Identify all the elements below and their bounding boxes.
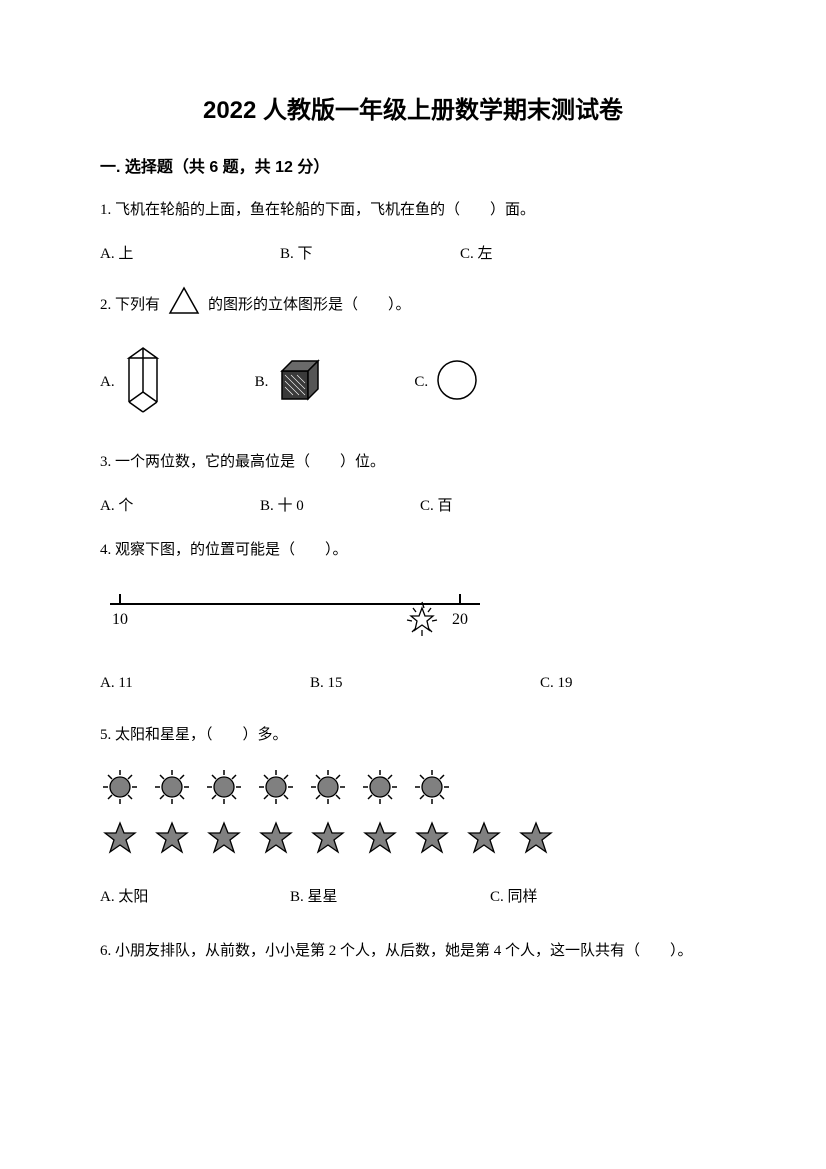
- q5-option-a: A. 太阳: [100, 885, 290, 906]
- q2-c-label: C.: [414, 374, 428, 391]
- q3-options: A. 个 B. 十 0 C. 百: [100, 494, 726, 515]
- q1-option-b: B. 下: [280, 242, 460, 263]
- question-3: 3. 一个两位数，它的最高位是（ ）位。: [100, 449, 726, 476]
- star-icon: [516, 818, 556, 863]
- prism-icon: [121, 344, 165, 421]
- star-icon: [152, 818, 192, 863]
- q4-option-c: C. 19: [540, 675, 573, 692]
- page-title: 2022 人教版一年级上册数学期末测试卷: [100, 90, 726, 125]
- question-1: 1. 飞机在轮船的上面，鱼在轮船的下面，飞机在鱼的（ ）面。: [100, 197, 726, 224]
- q5-options: A. 太阳 B. 星星 C. 同样: [100, 885, 726, 906]
- star-icon: [256, 818, 296, 863]
- q2-option-c: C.: [414, 357, 480, 408]
- triangle-icon: [166, 285, 202, 322]
- star-icon: [204, 818, 244, 863]
- star-icon: [100, 818, 140, 863]
- q4-options: A. 11 B. 15 C. 19: [100, 675, 726, 692]
- sun-row: [100, 767, 726, 812]
- sun-icon: [412, 767, 452, 812]
- sun-icon: [100, 767, 140, 812]
- q2-option-a: A.: [100, 344, 165, 421]
- label-10: 10: [112, 611, 128, 628]
- star-row: [100, 818, 726, 863]
- star-icon: [360, 818, 400, 863]
- question-4: 4. 观察下图，的位置可能是（ ）。: [100, 537, 726, 564]
- question-6: 6. 小朋友排队，从前数，小小是第 2 个人，从后数，她是第 4 个人，这一队共…: [100, 938, 726, 965]
- star-icon: [464, 818, 504, 863]
- sphere-icon: [434, 357, 480, 408]
- q2-text-before: 2. 下列有: [100, 293, 160, 314]
- q3-option-a: A. 个: [100, 494, 260, 515]
- q5-option-b: B. 星星: [290, 885, 490, 906]
- label-20: 20: [452, 611, 468, 628]
- hollow-star-icon: [407, 602, 437, 636]
- q1-option-a: A. 上: [100, 242, 280, 263]
- cube-icon: [274, 355, 324, 410]
- star-icon: [308, 818, 348, 863]
- star-icon: [412, 818, 452, 863]
- suns-stars-figure: [100, 767, 726, 863]
- q3-option-b: B. 十 0: [260, 494, 420, 515]
- q5-option-c: C. 同样: [490, 885, 538, 906]
- sun-icon: [360, 767, 400, 812]
- q3-option-c: C. 百: [420, 494, 600, 515]
- q2-options: A. B.: [100, 344, 726, 421]
- q4-option-a: A. 11: [100, 675, 310, 692]
- q2-a-label: A.: [100, 374, 115, 391]
- q4-option-b: B. 15: [310, 675, 540, 692]
- q2-text-after: 的图形的立体图形是（ ）。: [208, 293, 411, 314]
- q1-option-c: C. 左: [460, 242, 640, 263]
- sun-icon: [256, 767, 296, 812]
- sun-icon: [152, 767, 192, 812]
- section-header: 一. 选择题（共 6 题，共 12 分）: [100, 153, 726, 177]
- sun-icon: [204, 767, 244, 812]
- sun-icon: [308, 767, 348, 812]
- question-2: 2. 下列有 的图形的立体图形是（ ）。: [100, 285, 726, 322]
- question-5: 5. 太阳和星星，（ ）多。: [100, 722, 726, 749]
- q2-option-b: B.: [255, 355, 325, 410]
- q1-options: A. 上 B. 下 C. 左: [100, 242, 726, 263]
- q2-b-label: B.: [255, 374, 269, 391]
- number-line-figure: 10 20: [100, 582, 726, 647]
